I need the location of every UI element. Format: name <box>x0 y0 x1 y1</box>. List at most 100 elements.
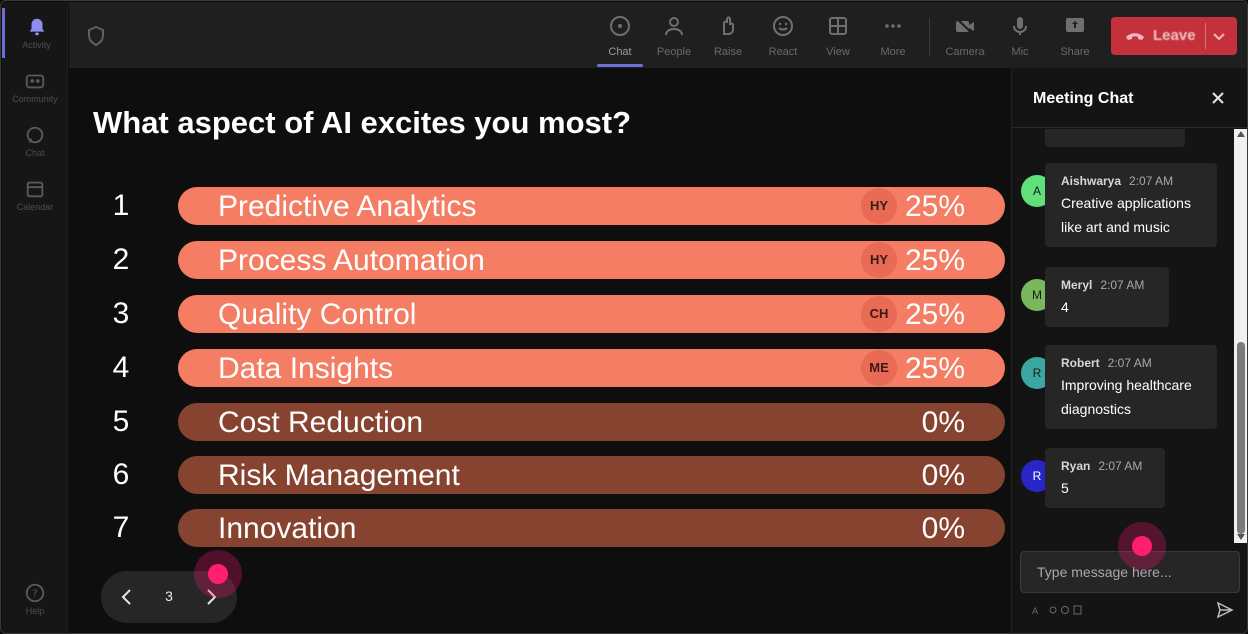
rail-item-calendar[interactable]: Calendar <box>2 170 68 220</box>
option-number: 6 <box>112 458 130 491</box>
shield-icon <box>88 26 104 46</box>
voter-badge: CH <box>861 296 897 332</box>
people-label: People <box>656 46 692 58</box>
voter-badge: HY <box>861 188 897 224</box>
avatar-initial: M <box>1032 288 1042 302</box>
message-time: 2:07 AM <box>1107 356 1152 370</box>
chat-message-list[interactable]: A Aishwarya 2:07 AM Creative applications… <box>1012 129 1234 543</box>
option-bar[interactable]: Predictive Analytics HY 25% <box>178 187 1005 225</box>
chevron-left-icon[interactable] <box>115 585 139 609</box>
raise-label: Raise <box>713 46 743 58</box>
option-percent: 0% <box>921 459 965 492</box>
poll-option[interactable]: 4 Data Insights ME 25% <box>69 348 1011 388</box>
share-button[interactable]: Share <box>1050 12 1100 64</box>
svg-text:A: A <box>1032 607 1039 616</box>
option-label: Process Automation <box>218 244 485 277</box>
message-text: like art and music <box>1061 219 1170 235</box>
voter-badge: ME <box>861 350 897 386</box>
message-bubble: Aishwarya 2:07 AM Creative applications l… <box>1045 163 1217 247</box>
option-number: 3 <box>112 297 130 330</box>
rail-item-help[interactable]: ? Help <box>2 574 68 624</box>
chat-message-input[interactable] <box>1020 551 1240 593</box>
poll-option[interactable]: 2 Process Automation HY 25% <box>69 240 1011 280</box>
chat-button[interactable]: Chat <box>595 12 645 64</box>
rail-label: Calendar <box>16 202 54 212</box>
pointer-highlight <box>1118 522 1166 570</box>
option-number: 5 <box>112 405 130 438</box>
camera-button[interactable]: Camera <box>940 12 990 64</box>
calendar-icon <box>26 181 44 198</box>
avatar-initial: A <box>1032 184 1041 198</box>
option-percent: 0% <box>921 512 965 545</box>
rail-item-community[interactable]: Community <box>2 62 68 112</box>
leave-button[interactable]: Leave <box>1111 17 1237 55</box>
scroll-up-arrow[interactable] <box>1237 131 1245 137</box>
scroll-down-arrow[interactable] <box>1237 534 1245 540</box>
voter-badge: HY <box>861 242 897 278</box>
mic-button[interactable]: Mic <box>995 12 1045 64</box>
option-bar[interactable]: Data Insights ME 25% <box>178 349 1005 387</box>
rail-label: Activity <box>22 40 51 50</box>
avatar-initial: R <box>1032 366 1042 380</box>
poll-option[interactable]: 7 Innovation 0% <box>69 508 1011 548</box>
chevron-right-icon[interactable] <box>199 585 223 609</box>
option-number: 7 <box>112 511 130 544</box>
page-number: 3 <box>165 588 173 604</box>
leave-label: Leave <box>1153 27 1196 44</box>
option-percent: 0% <box>921 406 965 439</box>
hand-icon <box>723 16 734 35</box>
option-bar[interactable]: Cost Reduction 0% <box>178 403 1005 441</box>
message-text: Improving healthcare <box>1061 377 1192 393</box>
view-label: View <box>826 46 850 58</box>
message-text: 5 <box>1061 480 1069 496</box>
more-label: More <box>880 46 906 58</box>
react-label: React <box>768 46 798 58</box>
scroll-thumb[interactable] <box>1237 342 1245 534</box>
hang-up-icon <box>1126 33 1144 40</box>
option-percent: 25% <box>904 190 965 223</box>
option-label: Quality Control <box>218 298 417 331</box>
view-button[interactable]: View <box>813 12 863 64</box>
more-button[interactable]: More <box>868 12 918 64</box>
smiley-icon <box>773 16 793 36</box>
message-bubble: Meryl 2:07 AM 4 <box>1045 267 1169 327</box>
poll-option[interactable]: 5 Cost Reduction 0% <box>69 402 1011 442</box>
chat-scrollbar[interactable] <box>1234 129 1247 543</box>
option-bar[interactable]: Innovation 0% <box>178 509 1005 547</box>
share-label: Share <box>1060 46 1090 58</box>
rail-label: Chat <box>25 148 45 158</box>
option-percent: 25% <box>904 352 965 385</box>
people-icon <box>665 17 683 36</box>
message-author: Aishwarya <box>1061 174 1122 188</box>
message-author: Robert <box>1061 356 1100 370</box>
close-icon[interactable] <box>1210 90 1226 106</box>
poll-option[interactable]: 3 Quality Control CH 25% <box>69 294 1011 334</box>
send-icon[interactable] <box>1216 601 1234 619</box>
chevron-down-icon[interactable] <box>1211 28 1227 44</box>
rail-item-chat[interactable]: Chat <box>2 116 68 166</box>
poll-option[interactable]: 1 Predictive Analytics HY 25% <box>69 186 1011 226</box>
format-toolbar-icons[interactable]: A <box>1032 604 1092 616</box>
chat-header: Meeting Chat <box>1012 68 1247 128</box>
chat-title: Meeting Chat <box>1033 90 1134 107</box>
pointer-highlight <box>194 550 242 598</box>
rail-item-activity[interactable]: Activity <box>2 8 68 58</box>
option-percent: 25% <box>904 244 965 277</box>
react-button[interactable]: React <box>758 12 808 64</box>
camera-off-icon <box>955 17 975 36</box>
community-icon <box>25 74 45 89</box>
raise-hand-button[interactable]: Raise <box>703 12 753 64</box>
option-bar[interactable]: Risk Management 0% <box>178 456 1005 494</box>
more-icon <box>885 24 901 28</box>
option-bar[interactable]: Process Automation HY 25% <box>178 241 1005 279</box>
poll-option[interactable]: 6 Risk Management 0% <box>69 455 1011 495</box>
mic-label: Mic <box>1011 46 1029 58</box>
message-time: 2:07 AM <box>1098 459 1143 473</box>
option-bar[interactable]: Quality Control CH 25% <box>178 295 1005 333</box>
option-label: Risk Management <box>218 459 460 492</box>
chat-icon <box>26 126 44 144</box>
people-button[interactable]: People <box>649 12 699 64</box>
option-label: Predictive Analytics <box>218 190 477 223</box>
message-time: 2:07 AM <box>1100 278 1145 292</box>
